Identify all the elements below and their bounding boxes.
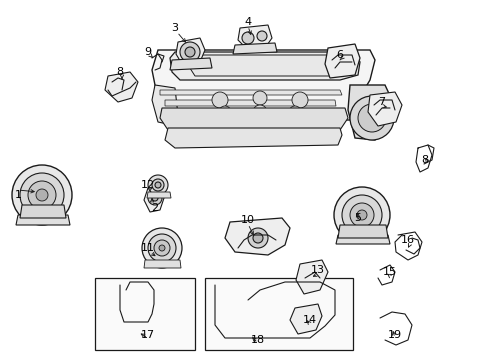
- Text: 17: 17: [141, 330, 155, 340]
- Circle shape: [142, 228, 182, 268]
- Circle shape: [257, 31, 266, 41]
- Text: 10: 10: [241, 215, 254, 225]
- Circle shape: [148, 191, 162, 205]
- Polygon shape: [20, 205, 66, 218]
- Polygon shape: [182, 55, 349, 76]
- Polygon shape: [224, 218, 289, 255]
- Bar: [204, 278, 352, 350]
- Polygon shape: [238, 25, 271, 50]
- Circle shape: [252, 233, 263, 243]
- Circle shape: [152, 195, 158, 201]
- Circle shape: [148, 234, 176, 262]
- Polygon shape: [105, 72, 138, 102]
- Polygon shape: [16, 215, 70, 225]
- Circle shape: [288, 106, 301, 118]
- Text: 11: 11: [141, 243, 155, 253]
- Circle shape: [357, 104, 385, 132]
- Text: 15: 15: [382, 267, 396, 277]
- Text: 19: 19: [387, 330, 401, 340]
- Text: 5: 5: [354, 213, 361, 223]
- Text: 8: 8: [116, 67, 123, 77]
- Circle shape: [154, 240, 170, 256]
- Polygon shape: [232, 43, 276, 54]
- Text: 6: 6: [336, 50, 343, 60]
- Polygon shape: [164, 128, 341, 148]
- Text: 12: 12: [141, 180, 155, 190]
- Circle shape: [212, 92, 227, 108]
- Polygon shape: [160, 108, 347, 130]
- Text: 18: 18: [250, 335, 264, 345]
- Circle shape: [36, 189, 48, 201]
- Circle shape: [341, 195, 381, 235]
- Polygon shape: [164, 100, 335, 106]
- Text: 2: 2: [151, 203, 158, 213]
- Circle shape: [184, 47, 195, 57]
- Bar: [95, 278, 195, 350]
- Circle shape: [20, 173, 64, 217]
- Circle shape: [219, 106, 230, 118]
- Circle shape: [349, 96, 393, 140]
- Circle shape: [159, 245, 164, 251]
- Polygon shape: [147, 192, 171, 198]
- Text: 8: 8: [421, 155, 427, 165]
- Polygon shape: [160, 90, 341, 95]
- Circle shape: [152, 179, 163, 191]
- Text: 9: 9: [144, 47, 151, 57]
- Text: 13: 13: [310, 265, 325, 275]
- Polygon shape: [347, 85, 391, 140]
- Text: 3: 3: [171, 23, 178, 33]
- Text: 1: 1: [15, 190, 21, 200]
- Circle shape: [180, 42, 200, 62]
- Circle shape: [155, 182, 161, 188]
- Text: 14: 14: [303, 315, 316, 325]
- Circle shape: [349, 203, 373, 227]
- Circle shape: [291, 92, 307, 108]
- Circle shape: [333, 187, 389, 243]
- Polygon shape: [170, 58, 212, 70]
- Text: 16: 16: [400, 235, 414, 245]
- Polygon shape: [170, 52, 359, 80]
- Text: 7: 7: [378, 97, 385, 107]
- Circle shape: [252, 105, 266, 119]
- Polygon shape: [152, 85, 178, 125]
- Polygon shape: [325, 44, 359, 78]
- Polygon shape: [295, 260, 327, 294]
- Polygon shape: [367, 92, 401, 126]
- Polygon shape: [335, 235, 389, 244]
- Polygon shape: [176, 38, 204, 64]
- Polygon shape: [143, 260, 181, 268]
- Text: 4: 4: [244, 17, 251, 27]
- Circle shape: [28, 181, 56, 209]
- Polygon shape: [289, 304, 321, 334]
- Polygon shape: [152, 50, 374, 120]
- Polygon shape: [143, 185, 164, 212]
- Circle shape: [252, 91, 266, 105]
- Polygon shape: [337, 225, 387, 238]
- Circle shape: [356, 210, 366, 220]
- Circle shape: [247, 228, 267, 248]
- Circle shape: [12, 165, 72, 225]
- Circle shape: [148, 175, 168, 195]
- Circle shape: [242, 32, 253, 44]
